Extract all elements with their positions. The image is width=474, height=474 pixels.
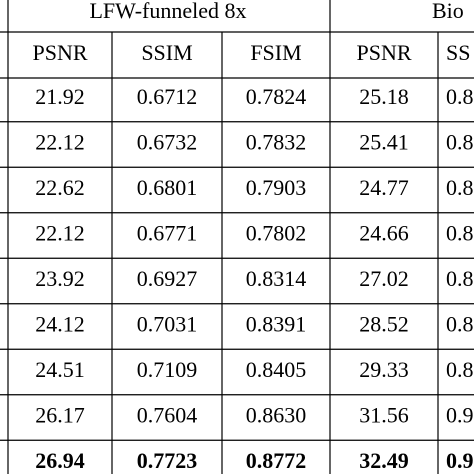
cell: 0.9 bbox=[446, 403, 474, 428]
column-header: FSIM bbox=[250, 40, 301, 65]
cell: 0.7824 bbox=[246, 84, 307, 109]
cell: 0.8630 bbox=[246, 403, 307, 428]
cell: 0.8 bbox=[446, 266, 474, 291]
cell: 0.6771 bbox=[137, 221, 198, 246]
cell: 24.12 bbox=[35, 312, 85, 337]
cell: 21.92 bbox=[35, 84, 85, 109]
cell: 0.8391 bbox=[246, 312, 307, 337]
cell: 31.56 bbox=[359, 403, 409, 428]
cell: 25.41 bbox=[359, 130, 409, 155]
cell: 0.8772 bbox=[246, 448, 307, 473]
cell: 0.6712 bbox=[137, 84, 198, 109]
cell: 24.66 bbox=[359, 221, 409, 246]
cell: 26.17 bbox=[35, 403, 85, 428]
cell: 0.9 bbox=[446, 448, 474, 473]
cell: 0.7109 bbox=[137, 357, 198, 382]
cell: 28.52 bbox=[359, 312, 409, 337]
cell: 0.7903 bbox=[246, 175, 307, 200]
cell: 24.77 bbox=[359, 175, 409, 200]
cell: 27.02 bbox=[359, 266, 409, 291]
cell: 29.33 bbox=[359, 357, 409, 382]
cell: 0.8 bbox=[446, 130, 474, 155]
column-header: PSNR bbox=[32, 40, 87, 65]
cell: 0.7031 bbox=[137, 312, 198, 337]
cell: 26.94 bbox=[35, 448, 85, 473]
column-header: SS bbox=[446, 40, 470, 65]
cell: 22.12 bbox=[35, 221, 85, 246]
cell: 0.8 bbox=[446, 84, 474, 109]
cell: 24.51 bbox=[35, 357, 85, 382]
column-header: PSNR bbox=[356, 40, 411, 65]
cell: 0.7802 bbox=[246, 221, 307, 246]
cell: 0.8 bbox=[446, 357, 474, 382]
group-header: LFW-funneled 8x bbox=[89, 0, 246, 23]
cell: 32.49 bbox=[359, 448, 409, 473]
cell: 0.7604 bbox=[137, 403, 198, 428]
cell: 0.8 bbox=[446, 175, 474, 200]
cell: 22.62 bbox=[35, 175, 85, 200]
cell: 0.6927 bbox=[137, 266, 198, 291]
cell: 0.7723 bbox=[137, 448, 198, 473]
cell: 0.8 bbox=[446, 312, 474, 337]
cell: 0.8 bbox=[446, 221, 474, 246]
cell: 25.18 bbox=[359, 84, 409, 109]
group-header: Bio bbox=[432, 0, 464, 23]
cell: 23.92 bbox=[35, 266, 85, 291]
column-header: SSIM bbox=[141, 40, 192, 65]
cell: 0.6801 bbox=[137, 175, 198, 200]
cell: 0.8405 bbox=[246, 357, 307, 382]
cell: 22.12 bbox=[35, 130, 85, 155]
cell: 0.8314 bbox=[246, 266, 307, 291]
cell: 0.6732 bbox=[137, 130, 198, 155]
cell: 0.7832 bbox=[246, 130, 307, 155]
